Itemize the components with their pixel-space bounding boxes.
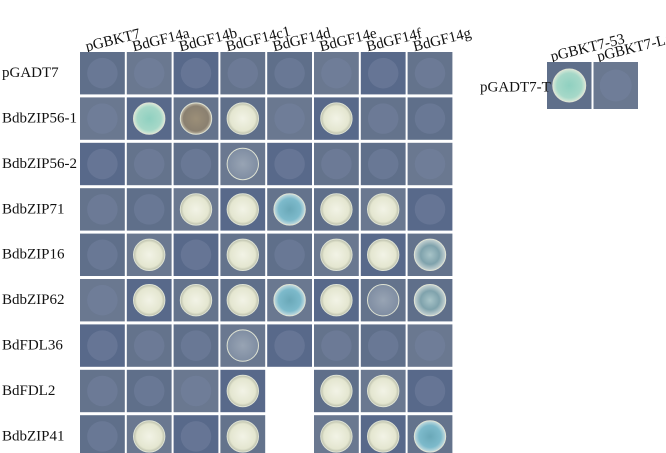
spot-halo [321, 57, 352, 89]
spot-halo [274, 103, 305, 134]
spot-halo [87, 239, 118, 271]
colony [273, 193, 306, 226]
spot-halo [133, 148, 165, 180]
colony [552, 68, 587, 103]
spot-halo [367, 103, 399, 134]
row-label: BdFDL36 [2, 338, 63, 354]
row-label: BdbZIP71 [2, 201, 65, 217]
colony [367, 374, 400, 408]
colony [367, 284, 400, 317]
spot-halo [87, 103, 118, 134]
colony [320, 420, 353, 453]
spot-halo [321, 330, 352, 361]
colony [133, 420, 166, 453]
spot-halo [87, 421, 118, 452]
spot-halo [180, 421, 212, 452]
colony [320, 238, 353, 271]
spot-halo [133, 375, 165, 407]
colony [133, 284, 166, 317]
colony [226, 420, 259, 453]
spot-halo [133, 57, 165, 89]
spot-halo [599, 69, 632, 102]
spot-halo [180, 330, 212, 361]
spot-halo [87, 284, 118, 316]
colony [226, 147, 259, 181]
colony [320, 374, 353, 408]
colony [413, 238, 447, 271]
spot-halo [133, 194, 165, 225]
colony [273, 284, 306, 317]
spot-halo [180, 57, 212, 89]
spot-halo [274, 239, 305, 271]
colony [226, 102, 259, 135]
row-label: BdbZIP62 [2, 292, 65, 308]
spot-halo [180, 239, 212, 271]
colony [413, 284, 447, 317]
spot-halo [87, 375, 118, 407]
spot-halo [274, 148, 305, 180]
colony [413, 420, 447, 453]
spot-halo [87, 194, 118, 225]
column-label: BdGF14g [412, 25, 474, 55]
row-label: BdbZIP41 [2, 428, 65, 444]
spot-halo [180, 148, 212, 180]
spot-halo [367, 330, 399, 361]
colony [320, 284, 353, 317]
spot-halo [87, 330, 118, 361]
spot-halo [367, 148, 399, 180]
spot-halo [274, 330, 305, 361]
colony [226, 329, 259, 362]
spot-halo [414, 148, 446, 180]
colony [226, 374, 259, 408]
spot-halo [414, 330, 446, 361]
spot-halo [274, 57, 305, 89]
row-label: pGADT7-T [480, 79, 551, 95]
colony [320, 102, 353, 135]
spot-halo [414, 194, 446, 225]
spot-halo [227, 57, 259, 89]
column-label: pGBKT7-Lam [595, 28, 666, 65]
spot-halo [414, 57, 446, 89]
spot-halo [180, 375, 212, 407]
colony [367, 193, 400, 226]
row-label: BdbZIP56-1 [2, 111, 77, 127]
spot-halo [321, 148, 352, 180]
colony [226, 238, 259, 271]
colony [367, 420, 400, 453]
spot-halo [367, 57, 399, 89]
colony [179, 193, 213, 226]
colony [226, 284, 259, 317]
colony [133, 102, 166, 135]
colony [133, 238, 166, 271]
spot-halo [87, 57, 118, 89]
row-label: BdbZIP56-2 [2, 156, 77, 172]
spot-halo [133, 330, 165, 361]
colony [226, 193, 259, 226]
spot-halo [87, 148, 118, 180]
row-label: BdbZIP16 [2, 247, 65, 263]
spot-halo [414, 375, 446, 407]
colony [320, 193, 353, 226]
row-label: pGADT7 [2, 65, 59, 81]
colony [367, 238, 400, 271]
colony [179, 102, 213, 135]
colony [179, 284, 213, 317]
row-label: BdFDL2 [2, 383, 55, 399]
spot-halo [414, 103, 446, 134]
